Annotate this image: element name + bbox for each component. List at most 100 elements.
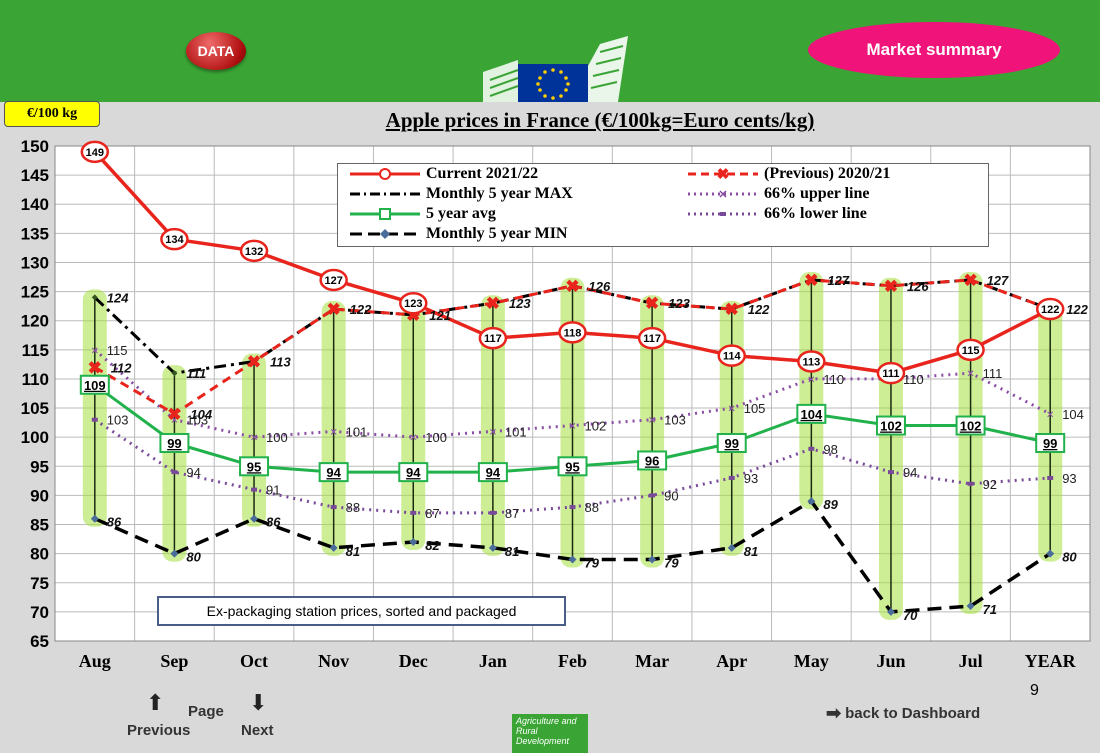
avg-marker [955,415,986,436]
max-marker [171,370,178,377]
avg-data-label: 99 [1043,436,1057,451]
arrow-down-icon[interactable]: ⬇ [249,690,268,715]
x-tick-label: Jul [959,651,983,671]
y-tick-label: 110 [22,370,49,389]
lower-marker [171,470,178,475]
current-data-label: 132 [245,246,263,258]
upper-marker: ✕ [568,422,576,433]
x-tick-label: Sep [160,651,188,671]
lower-marker [887,470,894,475]
y-tick-label: 105 [21,399,49,418]
legend-upper: ✕ 66% upper line [688,184,870,204]
current-data-label: 122 [1041,304,1059,316]
legend-upper-swatch: ✕ [688,189,758,201]
upper-data-label: 115 [107,343,128,358]
previous-marker: ✖ [486,294,500,313]
previous-data-label: 122 [350,302,372,317]
current-marker [558,321,587,344]
x-tick-label: Feb [558,651,587,671]
upper-data-label: 110 [903,372,924,387]
previous-data-label: 112 [111,360,132,375]
upper-marker: ✕ [170,416,178,427]
legend-avg-label: 5 year avg [426,205,496,222]
svg-text:✕: ✕ [718,189,727,201]
previous-marker: ✖ [963,271,977,290]
upper-marker: ✕ [966,369,974,380]
legend-min-swatch [350,229,420,239]
upper-data-label: 103 [186,413,208,428]
avg-marker [318,462,349,483]
previous-marker: ✖ [247,352,261,371]
avg-data-label: 94 [406,465,421,480]
current-data-label: 134 [165,234,184,246]
min-data-label: 81 [346,544,360,559]
min-data-label: 71 [983,602,997,617]
market-summary-button[interactable]: Market summary [808,22,1060,78]
plot-border [54,145,1091,642]
min-marker [329,543,338,552]
current-marker [637,326,667,350]
upper-data-label: 105 [744,401,766,416]
avg-marker [557,456,588,477]
previous-data-label: 113 [270,354,291,369]
max-marker [728,306,735,313]
min-data-label: 80 [1062,550,1077,565]
y-tick-label: 95 [30,457,49,476]
upper-data-label: 110 [823,372,844,387]
current-marker [399,291,428,315]
y-tick-label: 75 [30,574,49,593]
x-tick-label: Oct [240,651,268,671]
chart-legend: Current 2021/22 ✖ (Previous) 2020/21 Mon… [337,163,989,247]
min-marker [568,555,577,564]
legend-max: Monthly 5 year MAX [350,184,573,204]
avg-marker [477,462,508,483]
lower-data-label: 93 [1062,471,1076,486]
avg-data-label: 102 [880,419,902,434]
upper-marker: ✕ [329,427,337,438]
previous-marker: ✖ [88,358,102,377]
upper-data-label: 100 [425,430,447,445]
min-data-label: 86 [266,515,281,530]
lower-data-label: 93 [744,471,758,486]
min-data-label: 79 [585,555,600,570]
current-data-label: 111 [882,368,899,380]
avg-data-label: 96 [645,453,659,468]
arrow-up-icon[interactable]: ⬆ [146,690,165,715]
y-tick-label: 130 [21,253,49,272]
legend-current-swatch [350,168,420,180]
lower-data-label: 87 [505,506,519,521]
back-to-dashboard-link[interactable]: ➡ back to Dashboard [826,703,980,724]
lower-data-label: 94 [186,465,200,480]
y-tick-label: 90 [30,486,49,505]
lower-data-label: 103 [107,413,129,428]
min-data-label: 81 [744,544,758,559]
legend-previous: ✖ (Previous) 2020/21 [688,164,890,184]
next-page-link[interactable]: Next [241,722,274,739]
data-button[interactable]: DATA [186,32,246,70]
current-marker [80,140,110,164]
current-marker [876,361,906,385]
current-data-label: 117 [484,333,502,345]
min-marker [727,543,736,552]
previous-data-label: 104 [190,407,212,422]
legend-upper-label: 66% upper line [764,185,870,202]
y-tick-label: 150 [21,137,49,156]
upper-marker: ✕ [489,427,497,438]
previous-marker: ✖ [645,294,659,313]
min-marker [886,607,895,616]
y-tick-label: 100 [21,428,49,447]
max-marker [808,276,815,283]
avg-marker [637,450,668,471]
lower-marker [967,481,974,486]
min-data-label: 86 [107,515,122,530]
lower-data-label: 92 [983,477,997,492]
previous-page-link[interactable]: Previous [127,722,191,739]
current-marker [478,326,508,350]
x-tick-label: Nov [318,651,349,671]
current-data-label: 127 [324,275,342,287]
y-tick-label: 70 [30,603,49,622]
min-marker [409,538,418,546]
legend-min-label: Monthly 5 year MIN [426,225,568,242]
avg-data-label: 94 [326,465,341,480]
max-data-label: 111 [186,366,206,381]
